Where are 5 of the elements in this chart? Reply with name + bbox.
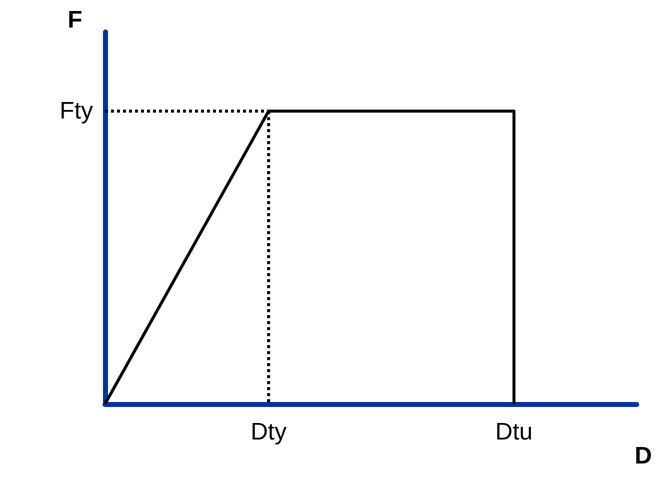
text: Fty [60,98,93,125]
x-tick-label: Dtu [495,418,533,446]
x-tick-label: Dty [250,418,287,446]
y-axis-title: F [68,6,82,34]
x-axis-title: D [634,442,652,470]
